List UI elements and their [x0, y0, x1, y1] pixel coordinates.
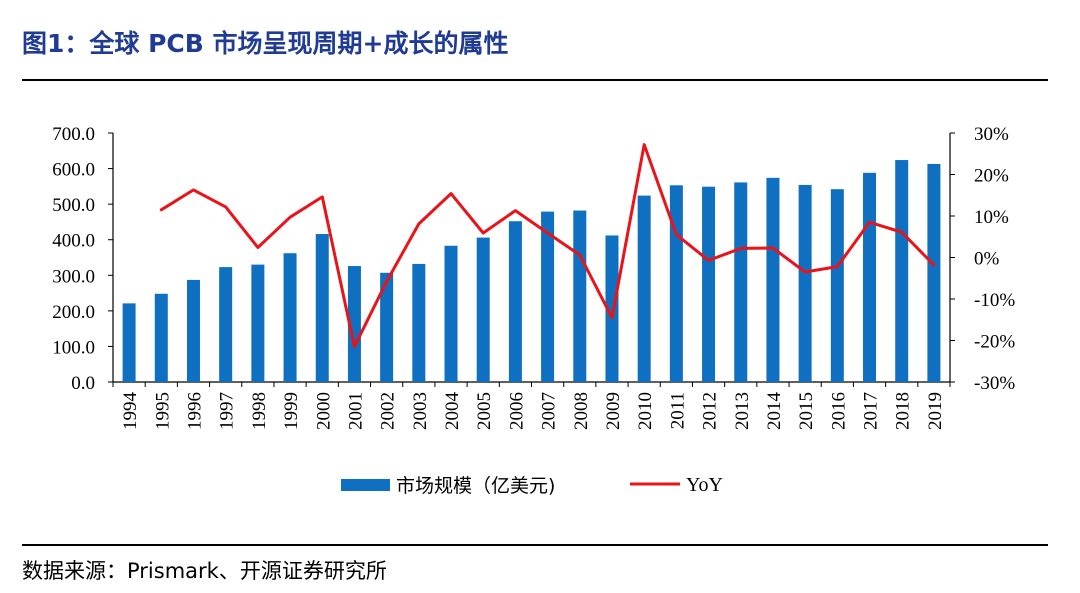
left-tick-label: 700.0 [52, 124, 95, 145]
legend-bar-swatch [341, 479, 390, 491]
left-tick-label: 300.0 [52, 266, 95, 287]
bar [895, 160, 909, 382]
bar [508, 221, 522, 382]
x-tick-label: 2017 [861, 392, 882, 430]
legend-line-label: YoY [686, 474, 723, 496]
legend-bar-label: 市场规模（亿美元) [396, 475, 555, 497]
x-tick-label: 2012 [700, 392, 721, 430]
x-tick-label: 2007 [539, 392, 560, 430]
left-tick-label: 0.0 [71, 373, 95, 394]
x-tick-label: 2000 [313, 392, 334, 430]
left-tick-label: 100.0 [52, 337, 95, 358]
x-tick-label: 2005 [474, 392, 495, 430]
x-tick-label: 2014 [764, 392, 785, 431]
x-tick-label: 2016 [828, 392, 849, 430]
x-tick-label: 2008 [571, 392, 592, 430]
bar [315, 234, 329, 382]
bar [573, 210, 587, 382]
right-axis: -30% -20% -10% 0% 10% 20% 30% [949, 124, 1015, 394]
left-tick-label: 500.0 [52, 195, 95, 216]
right-tick-label: 30% [974, 124, 1009, 145]
bar [412, 263, 426, 382]
bar [927, 163, 941, 382]
x-tick-label: 2019 [925, 392, 946, 430]
x-tick-label: 2002 [378, 392, 399, 430]
bar [219, 267, 233, 382]
bar [605, 235, 619, 382]
x-tick-label: 2010 [635, 392, 656, 430]
x-tick-label: 1998 [249, 392, 270, 430]
x-tick-label: 1994 [120, 392, 141, 431]
yoy-series [159, 143, 936, 349]
bar [444, 245, 458, 382]
left-tick-label: 600.0 [52, 160, 95, 181]
bar [798, 184, 812, 382]
x-tick-label: 2009 [603, 392, 624, 430]
x-tick-label: 1999 [281, 392, 302, 430]
bar [186, 279, 200, 382]
bar [702, 186, 716, 382]
top-divider [22, 79, 1048, 81]
x-tick-label: 2003 [410, 392, 431, 430]
chart-canvas: 0.0 100.0 200.0 300.0 400.0 500.0 600.0 700.0 -… [52, 124, 1015, 497]
right-tick-label: -10% [974, 290, 1015, 311]
right-tick-label: 0% [974, 249, 1000, 270]
bar [283, 253, 297, 382]
bar [476, 237, 490, 382]
x-tick-label: 1997 [217, 392, 238, 430]
bar [734, 182, 748, 382]
x-tick-label: 2013 [732, 392, 753, 430]
bar [863, 172, 877, 382]
legend: 市场规模（亿美元) YoY [341, 474, 723, 497]
bar [380, 272, 394, 382]
bar [154, 293, 168, 382]
left-tick-label: 200.0 [52, 302, 95, 323]
chart-title: 图1：全球 PCB 市场呈现周期+成长的属性 [22, 29, 509, 58]
bar [669, 185, 683, 382]
x-tick-label: 2006 [506, 392, 527, 430]
x-tick-label: 2001 [345, 392, 366, 430]
source-note: 数据来源：Prismark、开源证券研究所 [22, 559, 387, 583]
x-tick-label: 2015 [796, 392, 817, 430]
bar [347, 266, 361, 382]
x-tick-label: 2004 [442, 392, 463, 431]
right-tick-label: -20% [974, 332, 1015, 353]
bar [830, 189, 844, 382]
yoy-line [159, 143, 936, 349]
bar [251, 264, 265, 382]
left-tick-label: 400.0 [52, 231, 95, 252]
x-tick-label: 1995 [152, 392, 173, 430]
bottom-divider [22, 544, 1048, 546]
x-tick-label: 2011 [667, 392, 688, 429]
x-tick-label: 2018 [893, 392, 914, 430]
bar [122, 303, 136, 382]
bar [637, 195, 651, 382]
bar [541, 211, 555, 382]
x-axis: 1994 1995 1996 1997 1998 1999 2000 2001 2002 2003… [112, 381, 951, 431]
left-axis: 0.0 100.0 200.0 300.0 400.0 500.0 600.0 700.0 [52, 124, 114, 394]
bar-series [122, 160, 941, 382]
x-tick-label: 1996 [184, 392, 205, 430]
right-tick-label: -30% [974, 373, 1015, 394]
right-tick-label: 10% [974, 207, 1009, 228]
right-tick-label: 20% [974, 166, 1009, 187]
bar [766, 177, 780, 382]
